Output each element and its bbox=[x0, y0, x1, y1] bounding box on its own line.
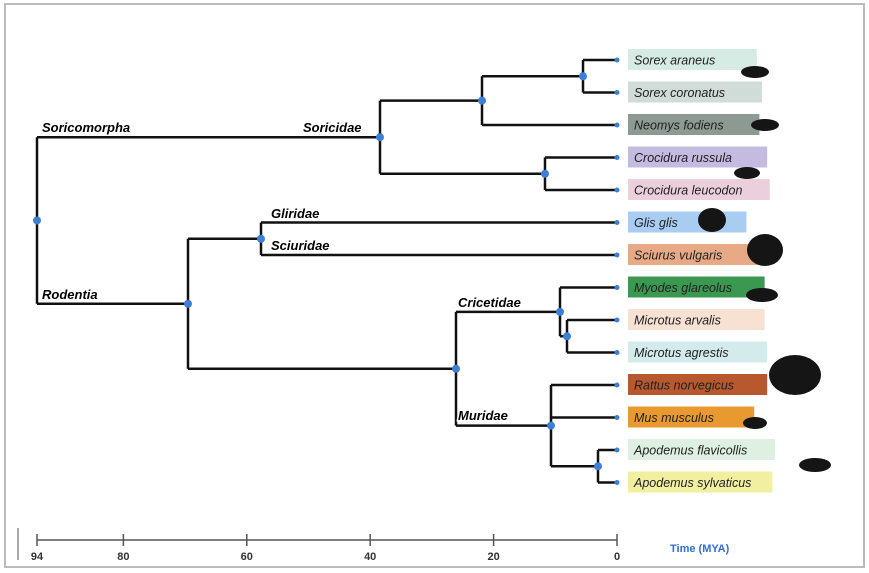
animal-silhouette bbox=[746, 288, 778, 302]
clade-label: Sciuridae bbox=[271, 238, 330, 253]
tip-node bbox=[615, 253, 620, 258]
tip-node bbox=[615, 383, 620, 388]
tip-node bbox=[615, 285, 620, 290]
clade-label: Gliridae bbox=[271, 206, 319, 221]
tip-node bbox=[615, 58, 620, 63]
animal-silhouette bbox=[698, 208, 726, 232]
internal-node bbox=[452, 365, 460, 373]
tip-node bbox=[615, 318, 620, 323]
leaf-label: Sorex araneus bbox=[634, 53, 715, 67]
tip-node bbox=[615, 350, 620, 355]
internal-node bbox=[478, 97, 486, 105]
animal-silhouette bbox=[799, 458, 831, 472]
animal-silhouette bbox=[743, 417, 767, 429]
leaf-label: Crocidura leucodon bbox=[634, 183, 742, 197]
leaf-label: Mus musculus bbox=[634, 411, 714, 425]
internal-node bbox=[184, 300, 192, 308]
internal-node bbox=[547, 422, 555, 430]
animal-silhouette bbox=[751, 119, 779, 131]
axis-tick-label: 60 bbox=[241, 551, 253, 563]
animal-silhouette bbox=[747, 234, 783, 266]
leaf-label: Apodemus sylvaticus bbox=[633, 476, 751, 490]
axis-tick-label: 40 bbox=[364, 551, 376, 563]
animal-silhouette bbox=[769, 355, 821, 395]
leaf-label: Myodes glareolus bbox=[634, 281, 732, 295]
tip-node bbox=[615, 220, 620, 225]
axis-tick-label: 20 bbox=[487, 551, 499, 563]
animal-silhouette bbox=[734, 167, 760, 179]
clade-label: Soricomorpha bbox=[42, 120, 130, 135]
tip-node bbox=[615, 480, 620, 485]
internal-node bbox=[563, 332, 571, 340]
leaf-label: Microtus arvalis bbox=[634, 313, 721, 327]
leaf-label: Apodemus flavicollis bbox=[633, 443, 747, 457]
tip-node bbox=[615, 415, 620, 420]
clade-label: Muridae bbox=[458, 408, 508, 423]
leaf-label: Rattus norvegicus bbox=[634, 378, 734, 392]
axis-tick-label: 0 bbox=[614, 551, 620, 563]
leaf-label: Crocidura russula bbox=[634, 151, 732, 165]
internal-node bbox=[594, 462, 602, 470]
internal-node bbox=[556, 308, 564, 316]
tree-figure: Soricomorpha Soricidae Gliridae Sciuridae Ro… bbox=[0, 0, 869, 573]
internal-node bbox=[579, 72, 587, 80]
tip-node bbox=[615, 188, 620, 193]
tip-node bbox=[615, 448, 620, 453]
internal-node bbox=[541, 170, 549, 178]
leaf-label: Microtus agrestis bbox=[634, 346, 728, 360]
axis-title: Time (MYA) bbox=[670, 543, 730, 555]
tip-node bbox=[615, 90, 620, 95]
axis-tick-label: 94 bbox=[31, 551, 44, 563]
leaf-label: Neomys fodiens bbox=[634, 118, 724, 132]
internal-node bbox=[376, 133, 384, 141]
internal-node bbox=[257, 235, 265, 243]
clade-label: Cricetidae bbox=[458, 295, 521, 310]
leaf-label: Glis glis bbox=[634, 216, 678, 230]
clade-label: Rodentia bbox=[42, 287, 98, 302]
axis-tick-label: 80 bbox=[117, 551, 129, 563]
tip-node bbox=[615, 155, 620, 160]
tip-node bbox=[615, 123, 620, 128]
animal-silhouette bbox=[741, 66, 769, 78]
clade-label: Soricidae bbox=[303, 120, 362, 135]
leaf-label: Sorex coronatus bbox=[634, 86, 725, 100]
leaf-label: Sciurus vulgaris bbox=[634, 248, 722, 262]
internal-node bbox=[33, 216, 41, 224]
